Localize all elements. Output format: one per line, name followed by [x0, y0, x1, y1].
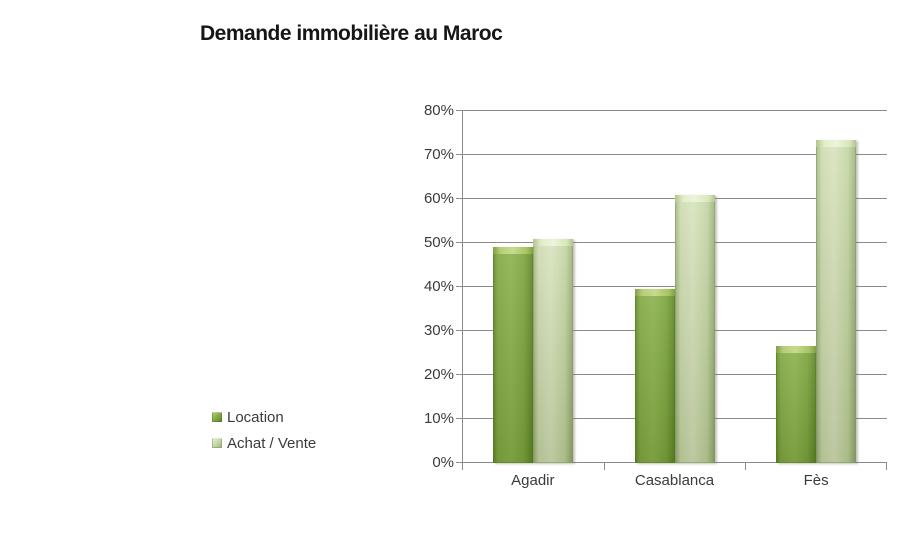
y-tick-60% [456, 198, 462, 199]
y-tick-0% [456, 462, 462, 463]
x-category-label-fès: Fès [803, 472, 829, 489]
y-tick-label: 0% [432, 454, 454, 471]
bar-achat-vente-agadir [532, 238, 573, 463]
chart-title: Demande immobilière au Maroc [200, 22, 503, 45]
bar-achat-vente-casablanca [674, 194, 715, 463]
legend-item-location: Location [212, 404, 316, 430]
x-tick [886, 463, 887, 470]
y-tick-label: 10% [423, 410, 454, 427]
legend-item-achat-vente: Achat / Vente [212, 430, 316, 456]
gridline-70% [462, 154, 887, 155]
y-tick-80% [456, 110, 462, 111]
y-tick-20% [456, 374, 462, 375]
legend-label: Location [227, 408, 284, 426]
legend-label: Achat / Vente [227, 434, 317, 452]
chart-legend: Location Achat / Vente [212, 404, 316, 456]
y-tick-label: 30% [423, 322, 454, 339]
y-tick-label: 80% [423, 102, 454, 119]
y-tick-10% [456, 418, 462, 419]
y-tick-70% [456, 154, 462, 155]
x-tick [745, 463, 747, 470]
y-tick-label: 50% [423, 234, 454, 251]
x-tick [603, 463, 605, 470]
y-tick-label: 70% [423, 146, 454, 163]
bar-location-casablanca [634, 289, 675, 463]
legend-swatch-icon [212, 412, 222, 422]
plot-area [456, 110, 887, 470]
x-category-label-agadir: Agadir [511, 472, 555, 489]
gridline-80% [462, 110, 887, 111]
y-axis-line [462, 111, 463, 463]
y-tick-label: 20% [423, 366, 454, 383]
x-tick [462, 463, 463, 470]
y-tick-label: 60% [423, 190, 454, 207]
y-tick-50% [456, 242, 462, 243]
legend-swatch-icon [212, 438, 222, 448]
y-tick-40% [456, 286, 462, 287]
bar-location-agadir [492, 247, 533, 463]
bar-achat-vente-fès [816, 139, 857, 463]
x-category-label-casablanca: Casablanca [634, 472, 715, 489]
y-tick-label: 40% [423, 278, 454, 295]
y-tick-30% [456, 330, 462, 331]
bar-location-fès [776, 346, 817, 463]
